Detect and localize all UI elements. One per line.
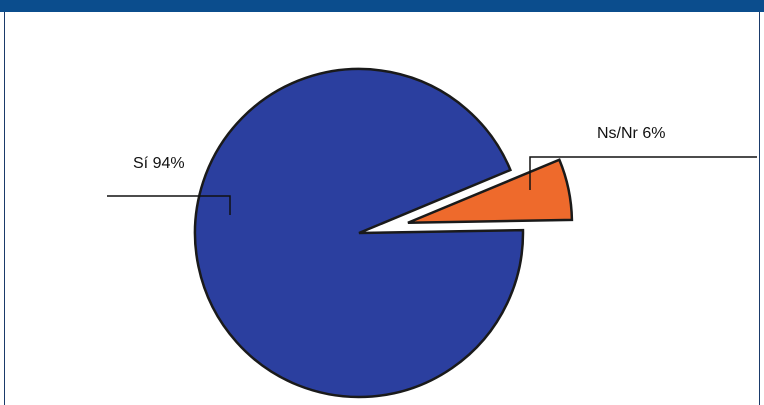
slice-label: Sí 94% <box>133 155 185 172</box>
slice-label: Ns/Nr 6% <box>597 125 665 142</box>
leader-line <box>107 195 231 215</box>
leader-line <box>529 156 757 190</box>
pie-slice <box>193 67 525 399</box>
pie <box>193 67 574 399</box>
header-bar <box>0 0 764 12</box>
pie-slice <box>407 158 574 225</box>
